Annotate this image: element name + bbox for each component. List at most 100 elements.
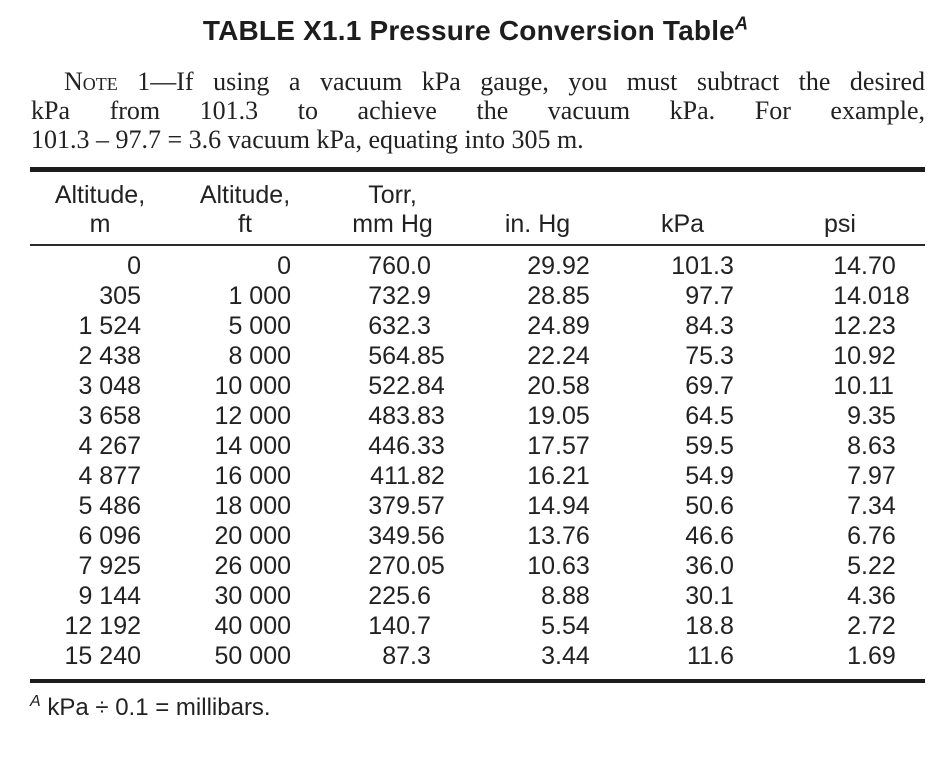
- table-cell: 50 000: [214, 642, 291, 670]
- table-cell: 12 000: [214, 402, 291, 430]
- table-cell: 11.6: [687, 642, 734, 670]
- table-cell: 305: [99, 282, 141, 310]
- table-cell: 411.82: [370, 462, 445, 490]
- table-cell: 69.7: [685, 372, 734, 400]
- table-row: 0 0 760.0 29.92 101.3 14.70: [30, 245, 925, 281]
- table-cell: 3 048: [78, 372, 141, 400]
- table-cell: 28.85: [527, 282, 590, 310]
- footnote-marker: A: [30, 693, 41, 710]
- table-cell: 14 000: [214, 432, 291, 460]
- table-cell: 6.76: [847, 522, 896, 550]
- table-cell: 7.34: [847, 492, 896, 520]
- table-cell: 54.9: [685, 462, 734, 490]
- table-cell: 1 524: [78, 312, 141, 340]
- table-body: 0 0 760.0 29.92 101.3 14.70 305 1 000 732.9 28.85…: [30, 245, 925, 681]
- table-row: 6 096 20 000 349.56 13.76 46.6 6.76: [30, 521, 925, 551]
- table-cell: 10 000: [214, 372, 291, 400]
- table-cell: 7.97: [847, 462, 896, 490]
- table-row: 3 048 10 000 522.84 20.58 69.7 10.11: [30, 371, 925, 401]
- table-cell: 15 240: [64, 642, 141, 670]
- footnote-text: kPa ÷ 0.1 = millibars.: [47, 694, 271, 721]
- table-cell: 349.56: [368, 522, 445, 550]
- table-row: 4 267 14 000 446.33 17.57 59.5 8.63: [30, 431, 925, 461]
- table-cell: 16 000: [214, 462, 291, 490]
- table-cell: 10.63: [527, 552, 590, 580]
- table-cell: 225.6: [368, 582, 431, 610]
- table-row: 12 192 40 000 140.7 5.54 18.8 2.72: [30, 611, 925, 641]
- table-title-text: TABLE X1.1 Pressure Conversion Table: [202, 15, 735, 46]
- table-cell: 5.22: [847, 552, 896, 580]
- table-cell: 16.21: [527, 462, 590, 490]
- table-cell: 19.05: [527, 402, 590, 430]
- table-cell: 2.72: [847, 612, 896, 640]
- table-cell: 87.3: [382, 642, 431, 670]
- pressure-conversion-table: Altitude, m Altitude, ft Torr, mm Hg in. Hg k…: [30, 167, 925, 683]
- table-cell: 0: [127, 252, 141, 280]
- table-cell: 8.88: [541, 582, 590, 610]
- table-cell: 140.7: [368, 612, 431, 640]
- table-footnote: A kPa ÷ 0.1 = millibars.: [30, 694, 925, 722]
- table-cell: 1.69: [847, 642, 896, 670]
- table-cell: 4.36: [847, 582, 896, 610]
- table-cell: 20.58: [527, 372, 590, 400]
- table-title-footnote-marker: A: [734, 13, 749, 34]
- table-cell: 4 877: [78, 462, 141, 490]
- table-cell: 97.7: [685, 282, 734, 310]
- table-cell: 9.35: [847, 402, 896, 430]
- table-cell: 8 000: [228, 342, 291, 370]
- note-line-2: kPa from 101.3 to achieve the vacuum kPa…: [31, 96, 925, 125]
- table-cell: 17.57: [527, 432, 590, 460]
- table-cell: 84.3: [685, 312, 734, 340]
- table-cell: 46.6: [685, 522, 734, 550]
- header-row: Altitude, m Altitude, ft Torr, mm Hg in. Hg k…: [30, 169, 925, 246]
- column-header: Altitude, ft: [170, 169, 320, 246]
- table-cell: 14.94: [527, 492, 590, 520]
- table-row: 15 240 50 000 87.3 3.44 11.6 1.69: [30, 641, 925, 681]
- table-cell: 6 096: [78, 522, 141, 550]
- table-cell: 760.0: [368, 252, 431, 280]
- table-cell: 22.24: [527, 342, 590, 370]
- table-cell: 18.8: [685, 612, 734, 640]
- table-cell: 0: [277, 252, 291, 280]
- document-page: TABLE X1.1 Pressure Conversion TableA No…: [0, 13, 951, 766]
- table-cell: 26 000: [214, 552, 291, 580]
- column-header: Altitude, m: [30, 169, 170, 246]
- note-label: Note: [64, 67, 118, 96]
- table-cell: 5.54: [541, 612, 590, 640]
- table-cell: 2 438: [78, 342, 141, 370]
- table-cell: 522.84: [368, 372, 445, 400]
- table-cell: 50.6: [685, 492, 734, 520]
- column-header: psi: [755, 169, 925, 246]
- table-cell: 12.23: [833, 312, 896, 340]
- table-cell: 483.83: [368, 402, 445, 430]
- table-row: 4 877 16 000 411.82 16.21 54.9 7.97: [30, 461, 925, 491]
- table-cell: 40 000: [214, 612, 291, 640]
- table-cell: 3 658: [78, 402, 141, 430]
- table-cell: 13.76: [527, 522, 590, 550]
- table-cell: 5 486: [78, 492, 141, 520]
- table-row: 7 925 26 000 270.05 10.63 36.0 5.22: [30, 551, 925, 581]
- table-cell: 12 192: [64, 612, 141, 640]
- table-cell: 4 267: [78, 432, 141, 460]
- note-line-1-text: 1—If using a vacuum kPa gauge, you must …: [137, 67, 926, 96]
- table-cell: 3.44: [541, 642, 590, 670]
- table-cell: 75.3: [685, 342, 734, 370]
- column-header: Torr, mm Hg: [320, 169, 465, 246]
- table-cell: 5 000: [228, 312, 291, 340]
- table-cell: 10.92: [833, 342, 896, 370]
- table-cell: 14.018: [833, 282, 910, 310]
- table-row: 5 486 18 000 379.57 14.94 50.6 7.34: [30, 491, 925, 521]
- table-cell: 9 144: [78, 582, 141, 610]
- table-cell: 8.63: [847, 432, 896, 460]
- note-line-3: 101.3 – 97.7 = 3.6 vacuum kPa, equating …: [31, 125, 584, 154]
- table-row: 2 438 8 000 564.85 22.24 75.3 10.92: [30, 341, 925, 371]
- table-cell: 29.92: [527, 252, 590, 280]
- table-cell: 632.3: [368, 312, 431, 340]
- note-line-1: Note 1—If using a vacuum kPa gauge, you …: [31, 67, 925, 96]
- table-title: TABLE X1.1 Pressure Conversion TableA: [10, 13, 941, 46]
- table-cell: 10.11: [833, 372, 894, 400]
- table-cell: 732.9: [368, 282, 431, 310]
- table-row: 305 1 000 732.9 28.85 97.7 14.018: [30, 281, 925, 311]
- table-cell: 20 000: [214, 522, 291, 550]
- table-note: Note 1—If using a vacuum kPa gauge, you …: [31, 67, 925, 154]
